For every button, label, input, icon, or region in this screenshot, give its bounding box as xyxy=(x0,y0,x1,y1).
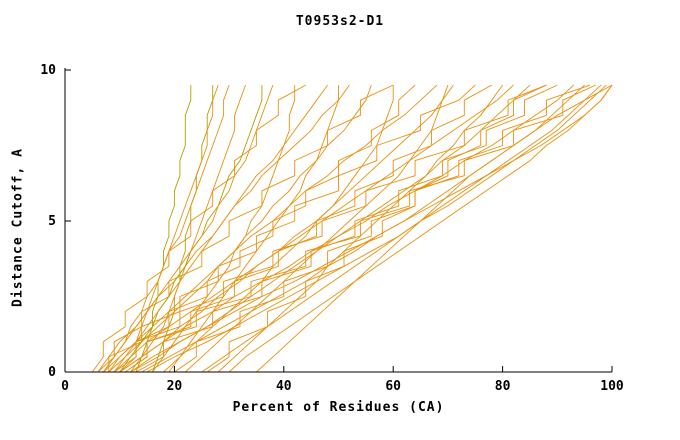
chart-title: T0953s2-D1 xyxy=(295,14,385,29)
axis-ticks: 0 20 40 60 80 100 0 5 10 xyxy=(40,63,624,394)
data-curves xyxy=(91,84,613,373)
svg-text:0: 0 xyxy=(61,379,69,394)
svg-text:0: 0 xyxy=(48,365,56,380)
svg-text:10: 10 xyxy=(40,63,56,78)
axes xyxy=(64,68,612,373)
svg-text:60: 60 xyxy=(385,379,401,394)
svg-text:100: 100 xyxy=(600,379,624,394)
svg-text:80: 80 xyxy=(495,379,511,394)
svg-text:5: 5 xyxy=(48,214,56,229)
svg-text:20: 20 xyxy=(167,379,183,394)
svg-text:40: 40 xyxy=(276,379,292,394)
x-axis-label: Percent of Residues (CA) xyxy=(232,400,445,415)
